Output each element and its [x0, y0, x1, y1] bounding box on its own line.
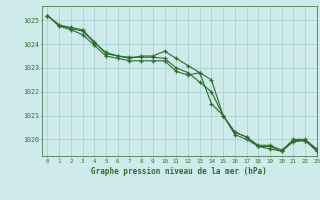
X-axis label: Graphe pression niveau de la mer (hPa): Graphe pression niveau de la mer (hPa) [91, 167, 267, 176]
